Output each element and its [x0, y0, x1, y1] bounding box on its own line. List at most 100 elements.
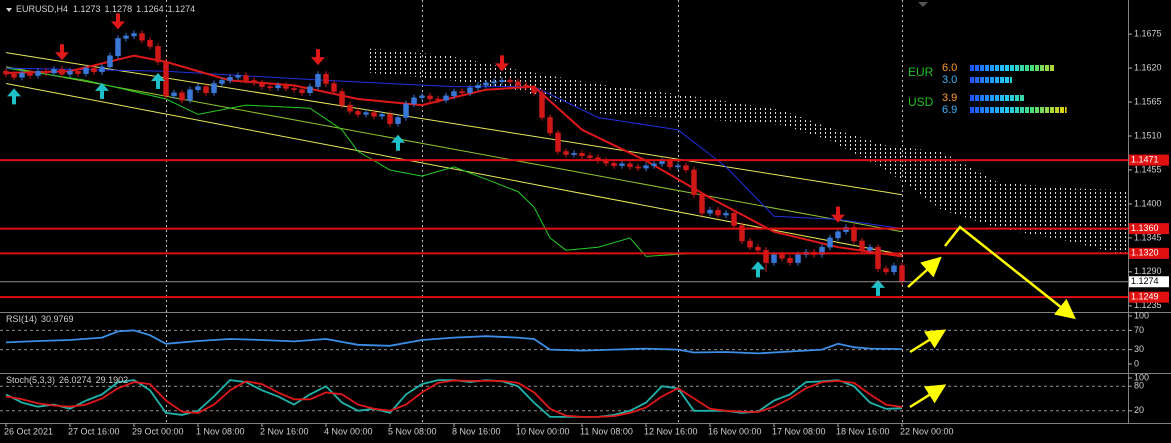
level-label: 1.1249	[1131, 292, 1159, 302]
candle-body	[483, 82, 489, 86]
strength-meter	[970, 95, 1025, 101]
candle-body	[75, 70, 81, 74]
candle-body	[11, 74, 17, 78]
price-label: 1.1274	[1131, 276, 1159, 286]
candle-body	[563, 151, 569, 155]
level-label-box	[1129, 154, 1169, 166]
level-label: 1.1471	[1131, 154, 1159, 164]
candle-body	[547, 117, 553, 134]
strength-meter	[970, 65, 1054, 71]
x-tick-label: 12 Nov 16:00	[644, 426, 698, 436]
candle-body	[203, 86, 209, 94]
candle-body	[507, 80, 513, 82]
menu-icon	[6, 8, 12, 12]
candle-body	[859, 240, 865, 251]
candle-body	[395, 117, 401, 124]
strength-value: 6.0	[942, 62, 957, 74]
candle-body	[35, 70, 41, 76]
strength-meter	[970, 107, 1067, 113]
candle-body	[683, 165, 689, 171]
x-tick-label: 22 Nov 00:00	[900, 426, 954, 436]
sell-signal	[311, 49, 325, 66]
candle-body	[659, 160, 665, 165]
candle-body	[771, 254, 777, 263]
x-tick-label: 18 Nov 16:00	[836, 426, 890, 436]
candle-body	[3, 70, 9, 75]
indicator-line	[5, 379, 903, 418]
candle-body	[851, 227, 857, 242]
currency-label: USD	[908, 95, 934, 109]
stoch-title: Stoch(5,3,3)	[6, 375, 55, 385]
indicator-line	[5, 329, 903, 355]
candle-body	[195, 86, 201, 90]
y-tick-label: 0	[1134, 358, 1139, 368]
candle-body	[107, 55, 113, 68]
candle-body	[819, 246, 825, 255]
strength-value: 3.9	[942, 92, 957, 104]
projection-arrow	[907, 256, 942, 288]
candle-body	[443, 95, 449, 101]
projection-arrow	[909, 329, 947, 354]
y-tick-label: 70	[1134, 325, 1144, 335]
y-tick-label: 1.1290	[1134, 266, 1162, 276]
candle-body	[315, 74, 321, 87]
level-label-box	[1129, 247, 1169, 259]
candle-body	[163, 61, 169, 97]
candle-body	[291, 88, 297, 90]
currency-label: EUR	[908, 65, 934, 79]
candle-body	[619, 163, 625, 166]
candle-body	[59, 69, 65, 75]
indicator-line	[5, 83, 903, 256]
strength-value: 6.9	[942, 104, 957, 116]
level-label-box	[1129, 291, 1169, 303]
ichimoku-cloud	[998, 182, 1062, 240]
candle-body	[323, 74, 329, 84]
y-tick-label: 1.1565	[1134, 96, 1162, 106]
candle-body	[227, 77, 233, 81]
ichimoku-cloud	[606, 85, 686, 119]
projection-arrow	[909, 384, 947, 409]
candle-body	[523, 85, 529, 89]
y-tick-label: 1.1675	[1134, 28, 1162, 38]
candle-body	[179, 92, 185, 101]
symbol: EURUSD,H4	[16, 4, 68, 14]
quote: 1.1274	[168, 4, 196, 14]
quote: 1.1278	[105, 4, 133, 14]
candle-body	[651, 163, 657, 166]
indicator-line	[5, 67, 903, 230]
candle-body	[363, 112, 369, 115]
candle-body	[459, 91, 465, 94]
y-tick-label: 1.1510	[1134, 130, 1162, 140]
candle-body	[299, 89, 305, 94]
candle-body	[723, 212, 729, 216]
candle-body	[51, 69, 57, 74]
candle-body	[635, 166, 641, 169]
candle-body	[131, 33, 137, 37]
x-tick-label: 11 Nov 08:00	[580, 426, 633, 436]
sell-signal	[111, 13, 125, 30]
candle-body	[171, 92, 177, 97]
y-tick-label: 80	[1134, 381, 1144, 391]
candle-body	[83, 67, 89, 74]
price-label-box	[1129, 276, 1169, 288]
candle-body	[587, 155, 593, 158]
candle-body	[371, 112, 377, 117]
y-tick-label: 20	[1134, 405, 1144, 415]
candle-body	[427, 95, 433, 100]
x-tick-label: 2 Nov 16:00	[260, 426, 309, 436]
x-tick-label: 1 Nov 08:00	[196, 426, 245, 436]
candle-body	[67, 70, 73, 75]
candle-body	[139, 33, 145, 41]
candle-body	[331, 83, 337, 92]
candle-body	[739, 225, 745, 242]
chart-header: EURUSD,H4 1.1273 1.1278 1.1264 1.1274	[16, 4, 195, 14]
strength-meter	[970, 77, 1012, 83]
candle-body	[307, 86, 313, 94]
x-tick-label: 8 Nov 16:00	[452, 426, 501, 436]
projection-arrow	[944, 225, 1076, 320]
candle-body	[235, 75, 241, 78]
candle-body	[499, 80, 505, 82]
candle-body	[339, 91, 345, 106]
candle-body	[211, 83, 217, 94]
